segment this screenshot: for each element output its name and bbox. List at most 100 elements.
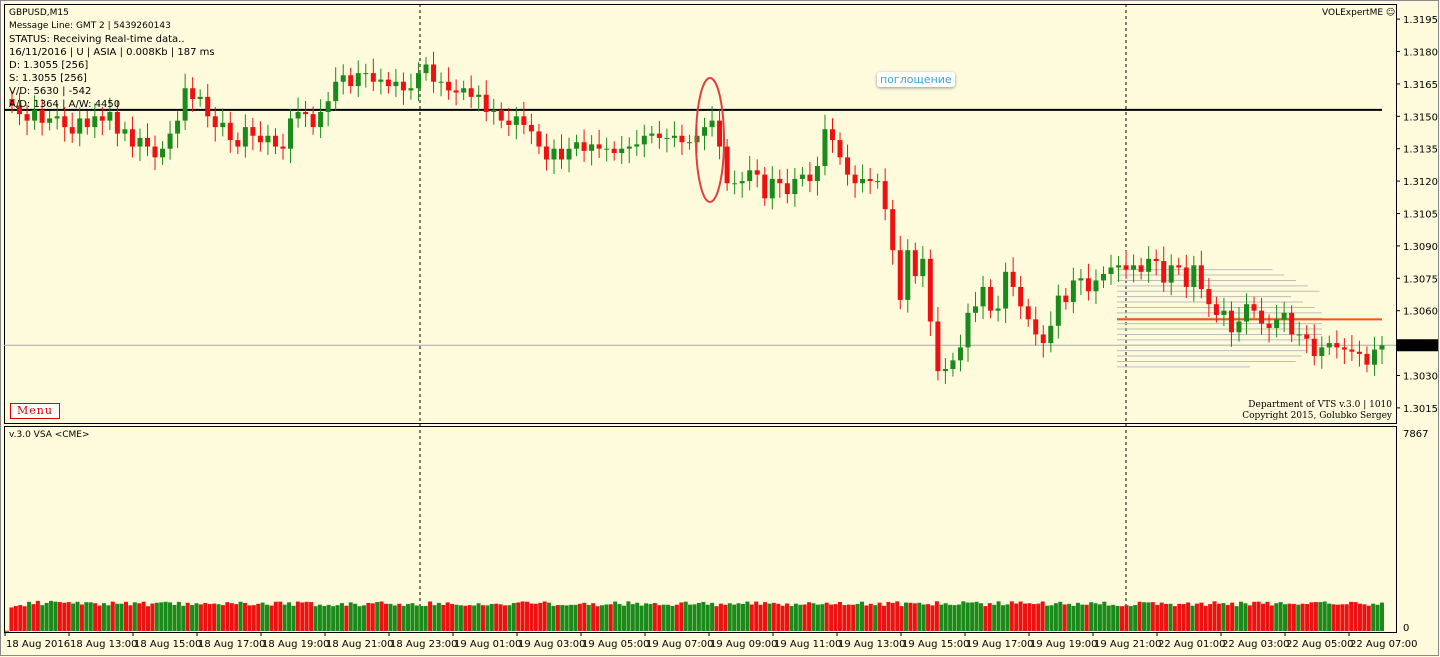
volume-bar [890, 602, 895, 631]
menu-button[interactable]: Menu [10, 403, 60, 419]
candle-body [1025, 306, 1031, 320]
volume-bar [194, 603, 199, 631]
volume-bar [1111, 604, 1116, 631]
accum-dist-line: A/D: 1364 | A/W: 4450 [9, 99, 121, 110]
candle-body [799, 174, 805, 179]
annotation-label[interactable]: поглощение [877, 72, 955, 87]
volume-bar [419, 605, 424, 631]
volume-bar [1335, 604, 1340, 631]
candle-body [957, 347, 963, 361]
volume-bar [1252, 601, 1257, 631]
volume-bar [996, 601, 1001, 631]
message-line: Message Line: GMT 2 | 5439260143 [9, 21, 171, 31]
candle-body [400, 81, 406, 91]
volume-bar [882, 605, 887, 631]
volume-bar [1243, 603, 1248, 631]
volume-bar [322, 605, 327, 631]
volume-bar [49, 600, 54, 631]
volume-bar [1040, 601, 1045, 631]
volume-bar [31, 604, 36, 631]
candle-body [160, 148, 166, 158]
price-label: 1.3150 [1403, 112, 1438, 123]
volume-bar [489, 603, 494, 631]
volume-bar [877, 602, 882, 631]
volume-bar [1124, 605, 1129, 631]
time-label: 18 Aug 13:00 [70, 639, 137, 650]
candle-body [122, 129, 128, 134]
candle-body [17, 105, 23, 115]
volume-bar [375, 602, 380, 631]
volume-bar [163, 601, 168, 631]
volume-min-label: 0 [1403, 623, 1409, 634]
candle-body [679, 135, 685, 143]
candle-body [197, 96, 203, 100]
volume-bar [1256, 601, 1261, 631]
candle-body [355, 73, 361, 87]
candle-body [107, 111, 113, 121]
volume-bar [1142, 602, 1147, 631]
volume-bar [511, 603, 516, 631]
volume-bar [75, 601, 80, 631]
volume-bar [282, 604, 287, 631]
volume-bar [326, 604, 331, 631]
volume-bar [397, 603, 402, 631]
volume-bar [13, 606, 18, 631]
time-label: 18 Aug 23:00 [390, 639, 457, 650]
volume-bar [1371, 603, 1376, 631]
candle-body [920, 258, 926, 277]
volume-bar [256, 603, 261, 631]
candle-body [732, 183, 738, 185]
candle-body [1311, 338, 1317, 357]
candle-body [822, 129, 828, 166]
volume-bar [35, 600, 40, 631]
volume-bar [529, 603, 534, 631]
volume-bar [414, 605, 419, 631]
price-label: 1.3075 [1403, 274, 1438, 285]
volume-bar [5, 630, 9, 632]
volume-bar [798, 604, 803, 631]
volume-bar [644, 603, 649, 631]
volume-bar [247, 605, 252, 631]
volume-bar [1023, 603, 1028, 631]
candle-body [574, 142, 580, 149]
candle-body [897, 250, 903, 300]
volume-bar [401, 605, 406, 631]
volume-bar [313, 606, 318, 631]
candle-body [1131, 265, 1137, 270]
volume-bars [5, 600, 1384, 632]
volume-bar [300, 602, 305, 631]
candle-body [220, 122, 226, 128]
price-label: 1.3165 [1403, 80, 1438, 91]
candle-body [1033, 319, 1039, 335]
copyright-footer: Department of VTS v.3.0 | 1010 Copyright… [1242, 400, 1392, 422]
volume-bar [357, 606, 362, 631]
candle-body [1100, 273, 1106, 281]
volume-bar [718, 603, 723, 631]
time-label: 19 Aug 17:00 [966, 639, 1033, 650]
candle-body [1018, 286, 1024, 307]
volume-bar [974, 601, 979, 631]
volume-bar [436, 602, 441, 631]
candle-body [378, 79, 384, 82]
candle-body [415, 73, 421, 89]
volume-bar [965, 602, 970, 631]
volume-bar [793, 603, 798, 631]
candle-body [747, 170, 753, 182]
candle-body [1274, 319, 1280, 328]
candle-body [1319, 347, 1325, 357]
candle-body [137, 137, 143, 147]
volume-bar [335, 605, 340, 631]
volume-bar [908, 602, 913, 631]
volume-bar [1331, 604, 1336, 631]
time-label: 18 Aug 17:00 [198, 639, 265, 650]
volume-bar [348, 602, 353, 631]
volume-bar [110, 601, 115, 631]
volume-bar [242, 602, 247, 631]
candle-body [9, 99, 15, 106]
symbol-title: GBPUSD,M15 [9, 8, 69, 18]
candle-body [829, 129, 835, 141]
volume-bar [18, 605, 23, 631]
candle-body [62, 116, 68, 128]
candle-body [988, 286, 994, 311]
